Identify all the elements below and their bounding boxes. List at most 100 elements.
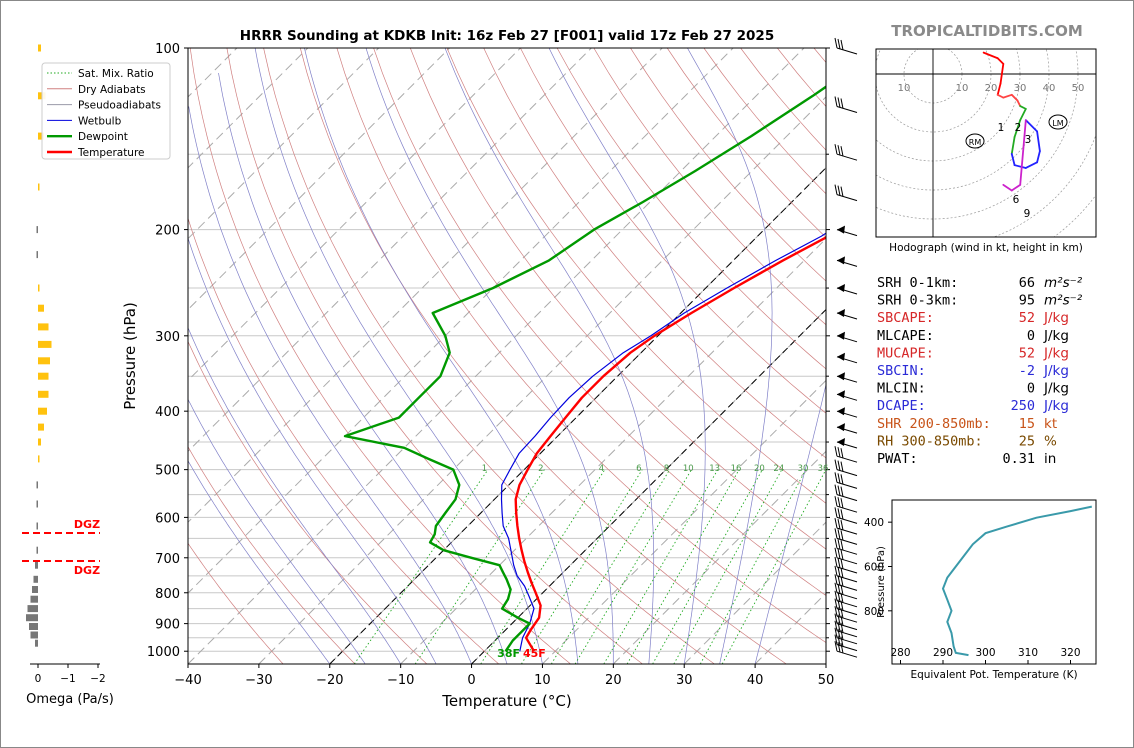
index-label: MUCAPE: xyxy=(877,345,934,361)
hodograph-height-label: 3 xyxy=(1025,134,1032,146)
omega-bar xyxy=(38,438,41,446)
skewt-xlabel: Temperature (°C) xyxy=(441,692,571,710)
indices-table: SRH 0-1km: 66 m²s⁻² SRH 0-3km: 95 m²s⁻² SBCAPE… xyxy=(877,275,1083,467)
x-tick-label: 40 xyxy=(747,673,764,688)
x-tick-label: −40 xyxy=(174,673,201,688)
dry-adiabat xyxy=(188,446,356,664)
hodograph-segment xyxy=(1024,161,1038,169)
omega-bar xyxy=(30,631,38,639)
wind-barb xyxy=(834,184,858,202)
omega-bar xyxy=(38,372,49,380)
mixing-ratio-line xyxy=(414,469,545,664)
hodograph-segment xyxy=(999,62,1005,85)
omega-bar xyxy=(38,407,47,415)
x-tick-label: 30 xyxy=(676,673,693,688)
legend-label: Dry Adiabats xyxy=(78,84,146,96)
hodograph-segment xyxy=(1024,119,1038,133)
skewt-ylabel: Pressure (hPa) xyxy=(121,302,139,410)
barb-feather xyxy=(840,643,844,654)
barb-feather xyxy=(834,627,838,638)
omega-bars xyxy=(26,44,52,647)
barb-feather xyxy=(837,635,841,646)
isotherm-line xyxy=(188,48,521,382)
index-label: RH 300-850mb: xyxy=(877,433,983,449)
wind-barb xyxy=(836,390,858,401)
wind-barb xyxy=(836,225,858,237)
barb-pennant xyxy=(837,423,845,432)
omega-bar xyxy=(32,586,38,593)
hodograph-segment xyxy=(1002,93,1013,99)
hodograph-segment xyxy=(1019,119,1027,186)
index-value: 15 xyxy=(1019,416,1035,432)
wind-barb xyxy=(834,144,858,161)
omega-bar xyxy=(38,132,44,140)
omega-bar xyxy=(38,284,40,292)
zero-isotherm xyxy=(471,308,826,664)
isotherm-line xyxy=(683,521,826,664)
hodograph-segment xyxy=(1013,119,1022,138)
barb-staff xyxy=(836,615,858,623)
barb-pennant xyxy=(837,309,845,317)
barb-staff xyxy=(836,557,858,565)
mixing-ratio-label: 6 xyxy=(636,464,641,474)
omega-xlabel: Omega (Pa/s) xyxy=(26,692,114,707)
dry-adiabat xyxy=(777,48,826,107)
barb-feather xyxy=(837,566,841,577)
mix-ratio-labels: 1 2 4 6 8 10 13 16 20 24 30 36 xyxy=(482,464,829,474)
wind-barb xyxy=(834,565,858,583)
index-label: DCAPE: xyxy=(877,398,926,414)
pseudoadiabat xyxy=(188,460,331,664)
barb-feather xyxy=(834,620,838,631)
barb-feather xyxy=(840,636,844,647)
mixing-ratio-label: 20 xyxy=(754,464,765,474)
index-unit: J/kg xyxy=(1043,381,1069,397)
barb-feather xyxy=(837,460,841,471)
omega-bar xyxy=(36,226,38,234)
hodograph-segment xyxy=(996,82,1002,96)
x-tick-label: 0 xyxy=(467,673,475,688)
legend-box xyxy=(41,62,171,160)
barb-feather xyxy=(834,96,838,107)
barb-feather xyxy=(840,540,844,551)
lm-label: LM xyxy=(1052,119,1063,128)
hodograph-segment xyxy=(1019,105,1027,110)
dry-adiabat xyxy=(520,48,826,414)
wind-barbs xyxy=(834,37,858,658)
barb-feather xyxy=(837,642,841,653)
dry-adiabat xyxy=(740,48,826,151)
y-tick-label: 100 xyxy=(155,42,180,57)
barb-feather xyxy=(834,518,838,529)
barb-staff xyxy=(836,623,858,631)
legend-label: Dewpoint xyxy=(78,131,128,143)
hodograph-caption: Hodograph (wind in kt, height in km) xyxy=(889,242,1083,254)
barb-staff xyxy=(836,650,858,658)
mixing-ratio-line xyxy=(673,469,783,664)
wind-barb xyxy=(834,634,858,652)
theta-e-ticks: 280 290 300 310 320 400 600 800 xyxy=(864,517,1081,664)
barb-feather xyxy=(837,97,841,108)
wind-barb xyxy=(834,484,858,502)
dry-adiabat xyxy=(188,542,284,664)
mixing-ratio-line xyxy=(721,469,826,664)
omega-bar xyxy=(33,575,38,583)
dry-adiabat xyxy=(446,48,826,504)
index-label: SBCAPE: xyxy=(877,310,934,326)
barb-staff xyxy=(836,47,858,55)
theta-y-tick-label: 600 xyxy=(864,561,884,573)
barb-feather xyxy=(837,557,841,569)
wind-barb xyxy=(834,37,858,55)
pseudoadiabat xyxy=(188,106,472,664)
hodograph-ring-label: 10 xyxy=(956,83,969,94)
chart-title: HRRR Sounding at KDKB Init: 16z Feb 27 [… xyxy=(240,28,774,44)
omega-bar xyxy=(38,304,44,312)
y-tick-label: 1000 xyxy=(147,645,180,660)
index-value: 0 xyxy=(1027,381,1035,397)
barb-feather xyxy=(840,549,844,560)
wind-barb xyxy=(834,606,858,623)
barb-feather xyxy=(837,591,841,602)
barb-feather xyxy=(834,472,838,483)
barb-pennant xyxy=(837,352,845,361)
hodograph-segment xyxy=(996,57,1005,65)
wind-barb xyxy=(836,438,858,449)
